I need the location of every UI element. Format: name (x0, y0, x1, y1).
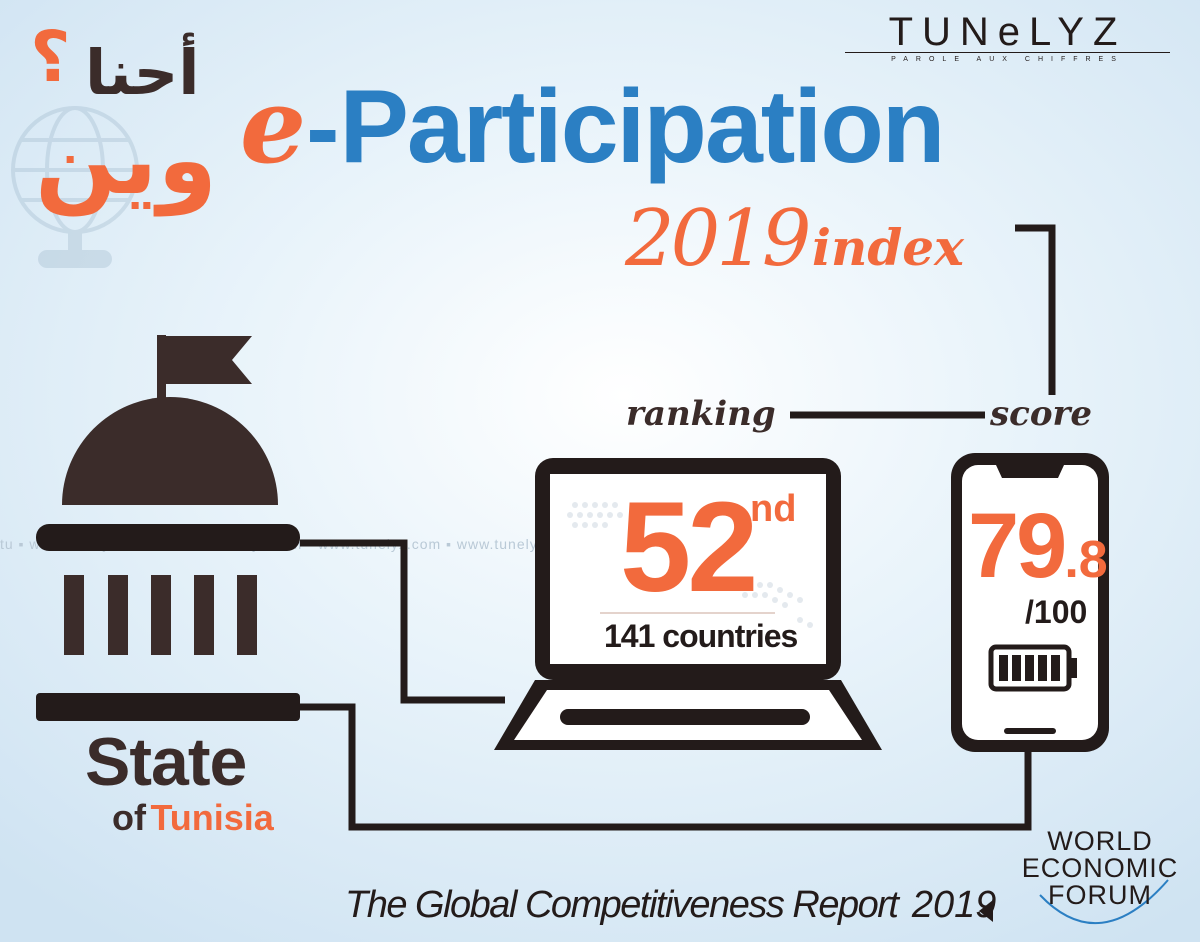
title-main: Participation (339, 69, 945, 185)
wef-line-2: ECONOMIC (1021, 853, 1179, 883)
score-decimal: .8 (1064, 531, 1108, 589)
arabic-line-2: وين (35, 104, 218, 216)
state-of: of (112, 797, 146, 838)
battery-icon (988, 644, 1077, 692)
state-country-name: Tunisia (150, 797, 274, 838)
ranking-value: 52 (620, 476, 758, 619)
state-label: State (85, 724, 247, 800)
footer-report-year: 2019 (911, 884, 997, 926)
subtitle: 2019 index (625, 200, 964, 278)
wef-logo-arc (1039, 879, 1169, 925)
government-building-icon (36, 335, 300, 721)
page-title: e-Participation (240, 74, 945, 180)
ranking-label: ranking (626, 394, 776, 434)
ranking-total: 141 countries (604, 618, 798, 654)
brand-tagline: PAROLE AUX CHIFFRES (891, 56, 1124, 63)
score-label: score (990, 394, 1093, 434)
wef-line-3: FORUM (1048, 880, 1152, 910)
subtitle-index: index (811, 218, 964, 277)
title-dash: - (306, 72, 340, 184)
subtitle-year: 2019 (625, 194, 812, 284)
score-integer: 79 (968, 495, 1067, 597)
arabic-line-1: أحنا (85, 36, 200, 109)
arabic-question-mark: ؟ (30, 16, 71, 98)
title-prefix: e (240, 64, 307, 187)
score-max: /100 (1025, 594, 1088, 630)
wef-line-1: WORLD (1047, 826, 1153, 856)
globe-icon (11, 106, 139, 268)
score-value: 79.8 (968, 500, 1108, 592)
state-country: of Tunisia (112, 800, 274, 836)
connector-lines (300, 224, 1056, 831)
triangle-pointer-icon (979, 900, 993, 922)
logo-underline (845, 52, 1170, 53)
wef-logo: WORLD ECONOMIC FORUM (1005, 828, 1195, 909)
ranking-suffix: nd (750, 488, 797, 530)
world-map-dots (567, 502, 813, 628)
footer-report: The Global Competitiveness Report 2019 (345, 886, 996, 924)
laptop-icon (494, 458, 882, 750)
brand-logo: TUNeLYZ (888, 10, 1127, 54)
footer-report-title: The Global Competitiveness Report (345, 884, 899, 926)
